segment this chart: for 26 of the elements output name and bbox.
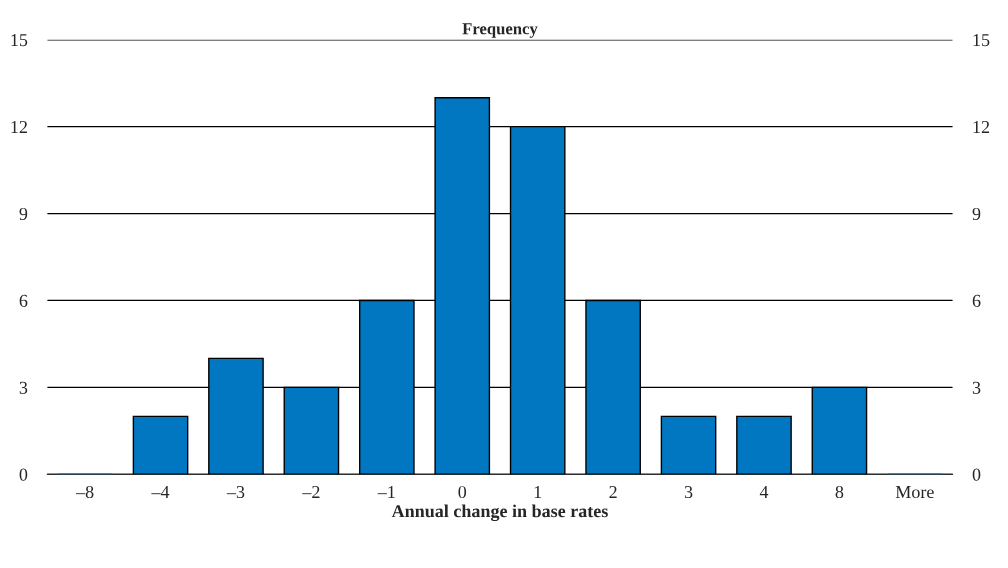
x-tick-label: –8 — [75, 485, 94, 499]
x-tick-label: –4 — [151, 486, 170, 498]
y2-tick-label: 6 — [972, 294, 981, 307]
x-tick-label: –2 — [302, 485, 320, 498]
x-tick-label: 8 — [835, 485, 844, 499]
x-axis-title: Annual change in base rates — [391, 504, 608, 522]
y-tick-label: 3 — [19, 381, 28, 394]
y2-tick-label: 9 — [972, 207, 981, 221]
y-tick-label: 0 — [19, 468, 28, 481]
x-tick-label: 1 — [534, 486, 542, 498]
y-tick-label: 12 — [11, 120, 27, 133]
y2-tick-label: 3 — [972, 381, 981, 394]
x-tick-label: More — [895, 486, 934, 499]
y-tick-label: 6 — [19, 294, 28, 307]
y-tick-label: 9 — [19, 207, 28, 221]
y2-tick-label: 15 — [973, 34, 990, 47]
x-tick-label: –3 — [226, 485, 245, 499]
y-axis-title: Frequency — [462, 23, 538, 38]
x-tick-label: –1 — [377, 486, 395, 498]
y2-tick-label: 12 — [973, 120, 990, 133]
x-tick-label: 4 — [759, 486, 769, 498]
x-tick-label: 3 — [684, 485, 693, 499]
y-tick-label: 15 — [11, 34, 28, 47]
y2-tick-label: 0 — [972, 468, 981, 481]
x-tick-label: 2 — [609, 485, 617, 498]
x-tick-label: 0 — [458, 485, 467, 499]
